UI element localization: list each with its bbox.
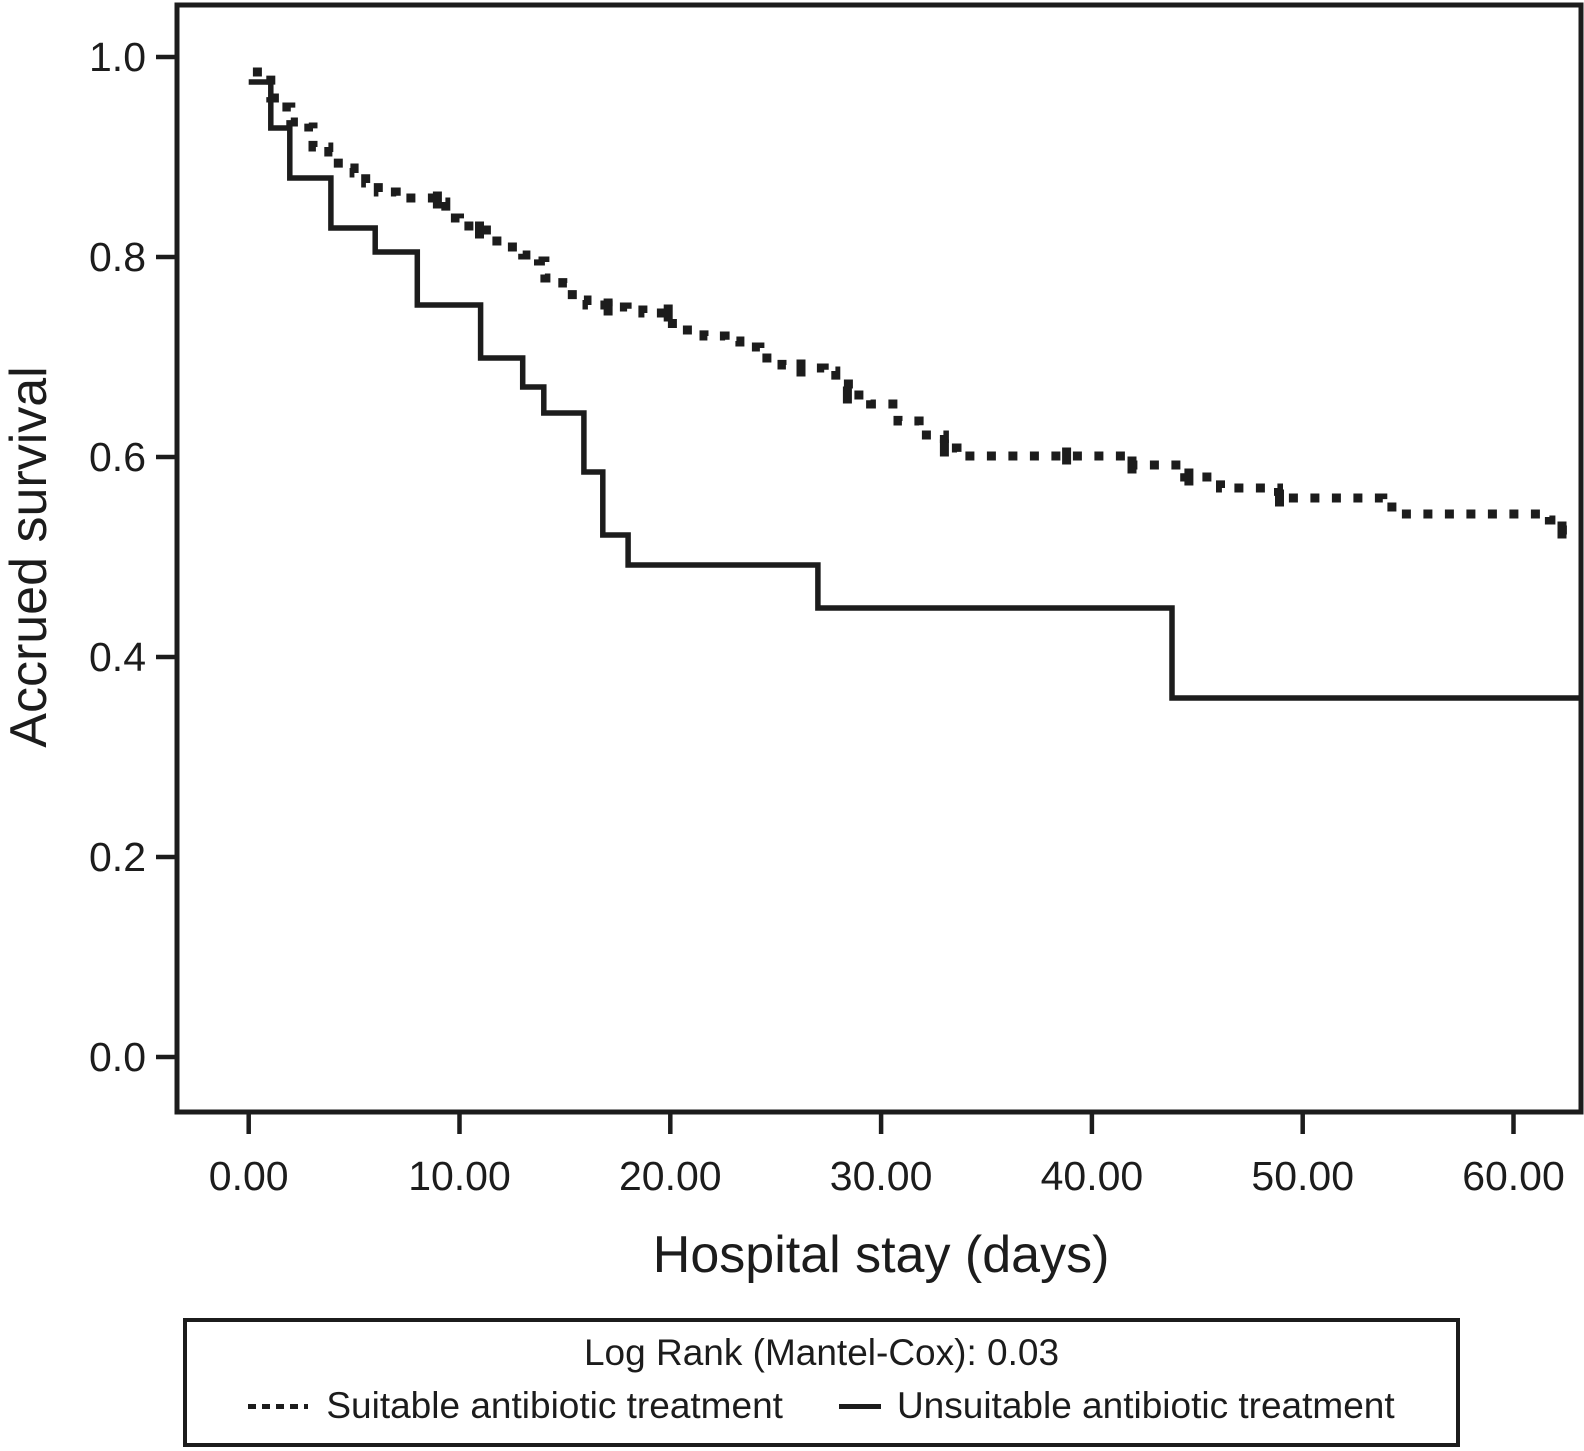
legend-box: Log Rank (Mantel-Cox): 0.03 Suitable ant… bbox=[183, 1318, 1460, 1447]
x-tick-label: 50.00 bbox=[1251, 1153, 1354, 1199]
x-tick-label: 10.00 bbox=[408, 1153, 511, 1199]
logrank-stat-label: Log Rank (Mantel-Cox): 0.03 bbox=[583, 1332, 1060, 1373]
legend-row: Suitable antibiotic treatment Unsuitable… bbox=[187, 1384, 1456, 1428]
legend-label-suitable: Suitable antibiotic treatment bbox=[326, 1385, 783, 1426]
legend-entry-suitable: Suitable antibiotic treatment bbox=[248, 1384, 783, 1428]
y-tick-label: 1.0 bbox=[89, 34, 146, 80]
solid-line-sample-icon bbox=[838, 1403, 881, 1409]
y-axis-title: Accrued survival bbox=[0, 366, 58, 747]
x-tick-label: 0.00 bbox=[209, 1153, 289, 1199]
legend-label-unsuitable: Unsuitable antibiotic treatment bbox=[896, 1385, 1395, 1426]
y-tick-label: 0.0 bbox=[89, 1034, 146, 1080]
y-tick-label: 0.8 bbox=[89, 234, 146, 280]
y-tick-label: 0.2 bbox=[89, 834, 146, 880]
x-tick-label: 60.00 bbox=[1462, 1153, 1565, 1199]
x-tick-label: 40.00 bbox=[1041, 1153, 1144, 1199]
legend-entry-unsuitable: Unsuitable antibiotic treatment bbox=[838, 1384, 1395, 1428]
x-tick-label: 30.00 bbox=[830, 1153, 933, 1199]
y-tick-label: 0.6 bbox=[89, 434, 146, 480]
unsuitable-treatment-curve bbox=[248, 79, 1581, 701]
dashed-line-sample-icon bbox=[248, 1403, 309, 1409]
x-tick-label: 20.00 bbox=[619, 1153, 722, 1199]
plot-border bbox=[174, 2, 1584, 1115]
suitable-treatment-curve bbox=[252, 67, 1573, 535]
y-tick-label: 0.4 bbox=[89, 634, 146, 680]
km-chart: 0.00 10.00 20.00 30.00 40.00 50.00 60.00 0.0 0.2… bbox=[0, 2, 1584, 1284]
x-axis-title: Hospital stay (days) bbox=[653, 1226, 1110, 1284]
